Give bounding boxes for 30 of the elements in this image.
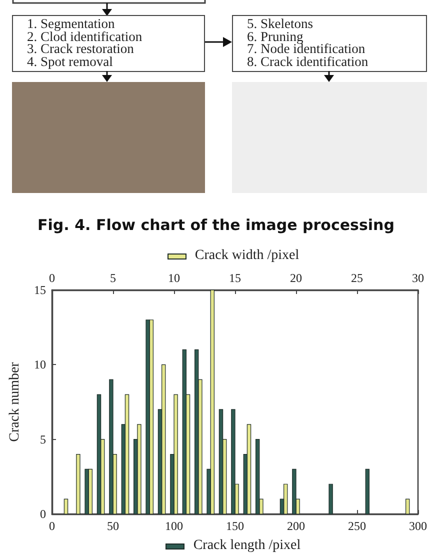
x2-tick-label: 20 xyxy=(290,271,302,285)
x-tick-label: 0 xyxy=(49,519,55,533)
chart-title: Fig. 4. Flow chart of the image processing xyxy=(36,216,396,234)
y-tick-label: 15 xyxy=(34,283,46,297)
x-tick-label: 300 xyxy=(409,519,427,533)
x2-tick-label: 0 xyxy=(49,271,55,285)
text: 5. Skeletons 6. Pruning 7. Node identification 8. Crack identification xyxy=(232,15,427,72)
x2-axis-title: Crack width /pixel xyxy=(194,248,300,264)
x2-tick-label: 10 xyxy=(168,271,180,285)
bar xyxy=(328,484,333,514)
x-tick-label: 250 xyxy=(348,519,366,533)
x-tick-label: 100 xyxy=(165,519,183,533)
x-axis-title: Crack length /pixel xyxy=(193,538,301,554)
bar xyxy=(109,379,114,514)
x-tick-label: 150 xyxy=(226,519,244,533)
x2-tick-label: 5 xyxy=(110,271,116,285)
x2-tick-label: 25 xyxy=(351,271,363,285)
x2-tick-label: 30 xyxy=(412,271,424,285)
bar xyxy=(292,468,296,514)
text: 1. Segmentation 2. Clod identification 3. Crack restoration 4. Spot removal xyxy=(12,15,205,72)
bar xyxy=(365,468,370,514)
x-tick-label: 50 xyxy=(107,519,119,533)
y-tick-label: 0 xyxy=(40,507,46,521)
bar xyxy=(231,409,236,514)
y-tick-label: 10 xyxy=(34,358,46,372)
y-tick-label: 5 xyxy=(40,432,46,446)
x-tick-label: 200 xyxy=(287,519,305,533)
x2-tick-label: 15 xyxy=(229,271,241,285)
y-axis-title: Crack number xyxy=(8,362,22,442)
bar xyxy=(256,439,260,514)
